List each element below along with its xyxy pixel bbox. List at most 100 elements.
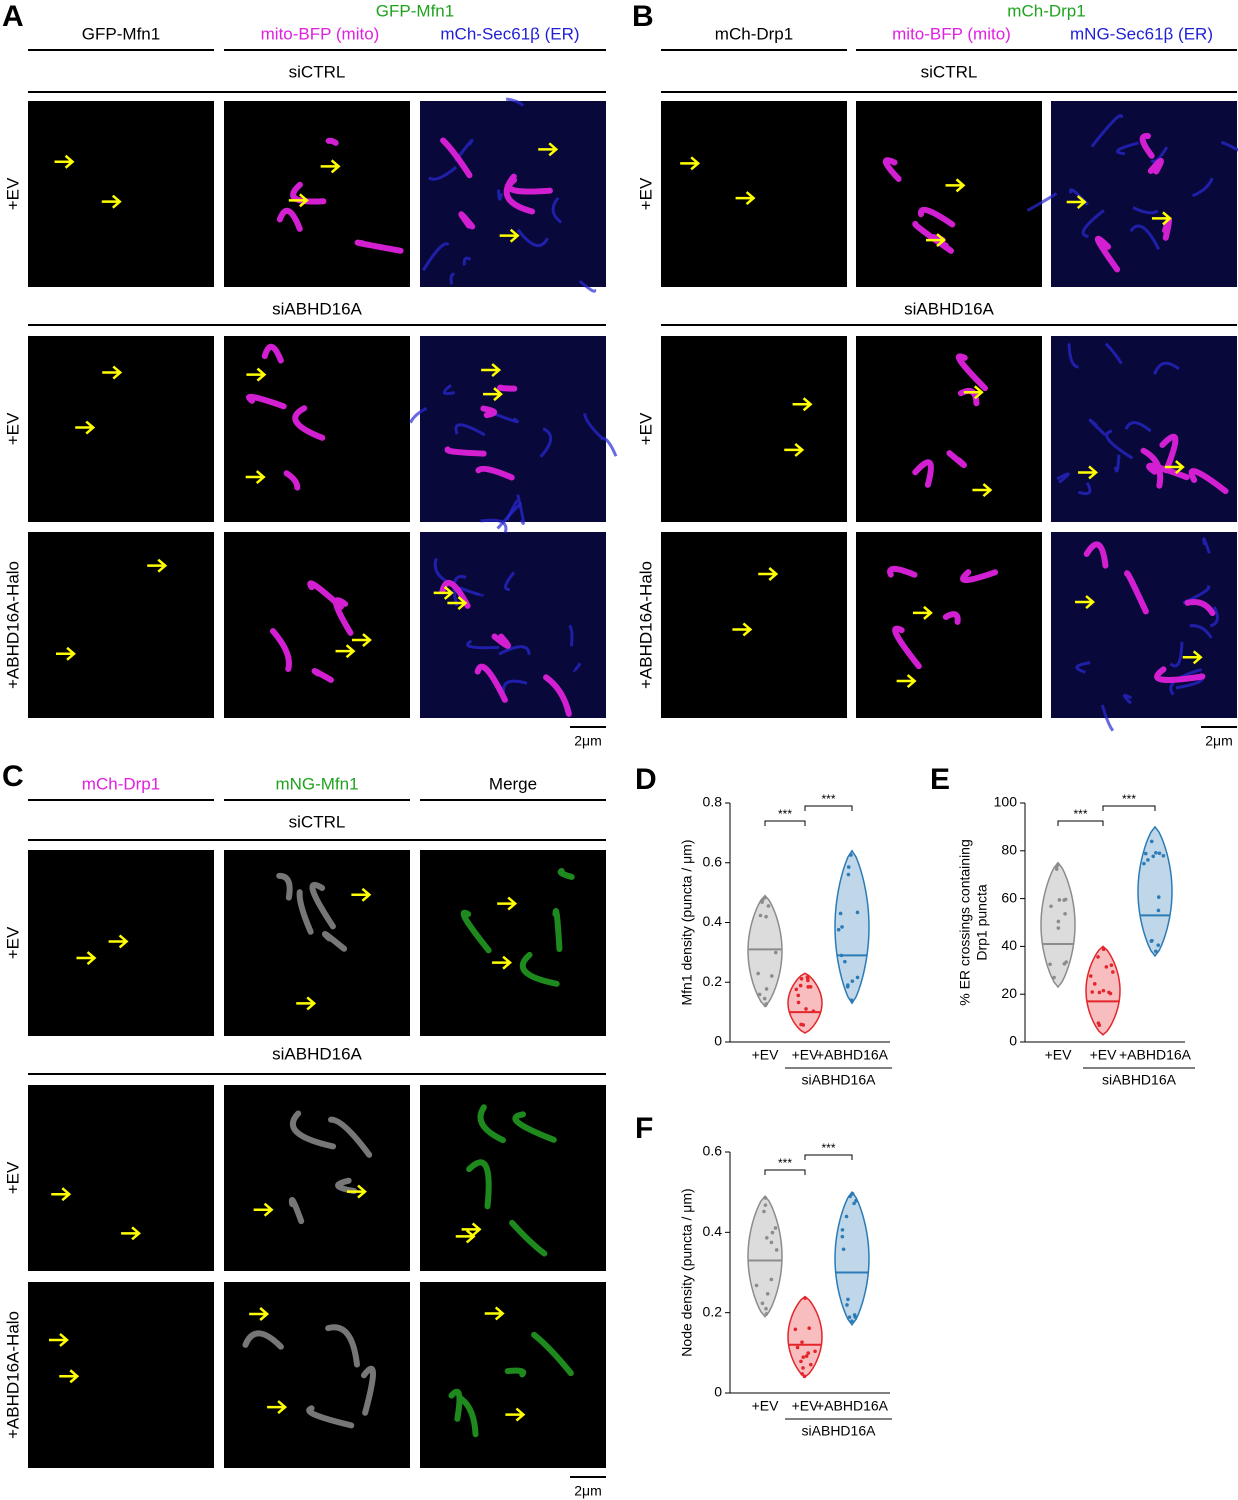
data-point bbox=[844, 1214, 849, 1219]
data-point bbox=[1151, 854, 1155, 859]
er-network bbox=[422, 242, 450, 272]
data-point bbox=[1096, 955, 1100, 959]
y-tick-label: 0 bbox=[714, 1033, 722, 1049]
er-network bbox=[505, 499, 519, 521]
data-point bbox=[852, 1201, 856, 1206]
data-point bbox=[1156, 895, 1161, 899]
data-point bbox=[769, 1277, 774, 1282]
data-point bbox=[773, 1226, 778, 1230]
data-point bbox=[1154, 949, 1158, 954]
y-axis-label: Node density (puncta / μm) bbox=[679, 1188, 695, 1356]
er-network bbox=[427, 166, 458, 181]
data-point bbox=[847, 1315, 852, 1319]
column-header: mito-BFP (mito) bbox=[261, 24, 380, 43]
micrograph bbox=[661, 532, 847, 718]
x-tick-label: +ABHD16A bbox=[1119, 1047, 1192, 1063]
er-network bbox=[1100, 704, 1115, 732]
arrow bbox=[481, 363, 502, 377]
arrow bbox=[896, 674, 917, 689]
mitochondrion bbox=[283, 470, 301, 491]
micrograph bbox=[420, 1282, 606, 1468]
data-point bbox=[805, 975, 810, 980]
mitochondrion bbox=[531, 1331, 574, 1377]
data-point bbox=[1056, 926, 1061, 930]
data-point bbox=[758, 913, 763, 918]
data-point bbox=[849, 853, 853, 857]
micrograph bbox=[224, 532, 410, 718]
row-label: +ABHD16A-Halo bbox=[636, 561, 655, 689]
arrow bbox=[461, 1222, 482, 1237]
mitochondrion bbox=[458, 211, 476, 230]
arrow bbox=[245, 470, 266, 484]
row-label: +ABHD16A-Halo bbox=[3, 1311, 22, 1439]
arrow bbox=[1164, 460, 1185, 474]
mitochondrion bbox=[325, 1324, 360, 1368]
significance-bracket bbox=[764, 820, 806, 826]
data-point bbox=[801, 1366, 805, 1370]
arrow bbox=[483, 387, 503, 402]
data-point bbox=[1052, 975, 1056, 980]
data-point bbox=[1054, 867, 1059, 871]
arrow bbox=[288, 193, 309, 208]
arrow bbox=[75, 420, 96, 435]
data-point bbox=[1161, 853, 1166, 858]
group-label: siABHD16A bbox=[802, 1423, 877, 1439]
er-network bbox=[504, 571, 516, 591]
er-network bbox=[551, 196, 563, 224]
arrow bbox=[59, 1369, 80, 1384]
y-tick-label: 20 bbox=[1001, 985, 1017, 1001]
arrow bbox=[346, 1184, 367, 1199]
panel-label: E bbox=[930, 763, 950, 796]
data-point bbox=[762, 1209, 766, 1214]
data-point bbox=[840, 1234, 845, 1239]
arrow bbox=[76, 951, 97, 965]
micrograph bbox=[224, 336, 410, 522]
data-point bbox=[764, 987, 769, 991]
data-point bbox=[852, 1313, 857, 1317]
column-header: GFP-Mfn1 bbox=[376, 1, 454, 20]
y-tick-label: 80 bbox=[1001, 842, 1017, 858]
mitochondrion bbox=[296, 889, 314, 935]
data-point bbox=[1090, 990, 1095, 994]
er-network bbox=[497, 189, 503, 201]
arrow bbox=[1182, 650, 1203, 665]
er-network bbox=[462, 256, 472, 266]
mitochondrion bbox=[360, 1366, 376, 1416]
y-tick-label: 0.4 bbox=[703, 913, 723, 929]
er-network bbox=[498, 645, 531, 656]
significance-label: *** bbox=[778, 807, 792, 821]
micrograph bbox=[856, 101, 1042, 287]
arrow bbox=[1066, 195, 1087, 209]
row-label: +EV bbox=[3, 1161, 22, 1194]
micrograph bbox=[28, 101, 214, 287]
column-header: mCh-Drp1 bbox=[715, 24, 793, 43]
mitochondrion bbox=[325, 137, 339, 146]
data-point bbox=[774, 1248, 779, 1252]
data-point bbox=[850, 979, 855, 983]
mitochondrion bbox=[333, 597, 354, 636]
significance-bracket bbox=[804, 805, 853, 811]
mitochondrion bbox=[1147, 157, 1164, 175]
mitochondrion bbox=[1139, 133, 1155, 159]
mitochondrion bbox=[1188, 468, 1229, 495]
mitochondrion bbox=[440, 137, 473, 179]
er-network bbox=[1090, 114, 1124, 148]
er-network bbox=[516, 228, 549, 247]
violin bbox=[747, 1194, 783, 1318]
arrow bbox=[320, 159, 341, 174]
data-point bbox=[1142, 861, 1146, 866]
mitochondrion bbox=[509, 1219, 548, 1257]
column-header: mCh-Sec61β (ER) bbox=[440, 24, 579, 43]
arrow bbox=[505, 1407, 526, 1422]
er-network bbox=[572, 662, 582, 672]
data-point bbox=[1157, 851, 1162, 856]
er-network bbox=[539, 427, 553, 458]
mitochondrion bbox=[292, 405, 326, 441]
data-point bbox=[764, 1312, 769, 1316]
er-network bbox=[1075, 661, 1091, 674]
mitochondrion bbox=[306, 1405, 355, 1429]
violin bbox=[747, 894, 783, 1008]
data-point bbox=[1149, 839, 1154, 844]
er-network bbox=[1122, 693, 1133, 705]
